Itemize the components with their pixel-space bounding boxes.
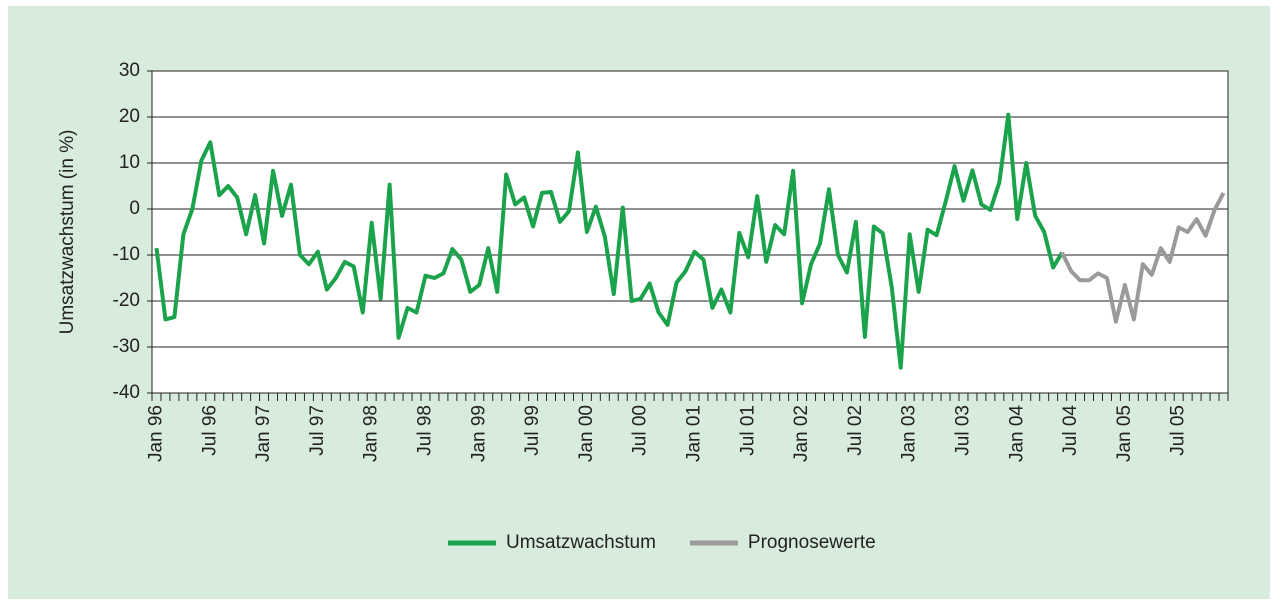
legend-label: Umsatzwachstum xyxy=(506,532,656,553)
x-tick-label: Jul 96 xyxy=(199,405,220,456)
x-tick-label: Jan 05 xyxy=(1114,405,1135,462)
x-tick-label: Jan 04 xyxy=(1006,405,1027,462)
series-line xyxy=(1060,191,1226,324)
x-tick-label: Jan 98 xyxy=(361,405,382,462)
x-tick-label: Jul 01 xyxy=(737,405,758,456)
y-tick-label: -40 xyxy=(113,382,140,403)
x-tick-label: Jul 05 xyxy=(1168,405,1189,456)
y-tick-label: 30 xyxy=(119,60,140,81)
x-tick-label: Jul 97 xyxy=(307,405,328,456)
x-tick-label: Jan 03 xyxy=(899,405,920,462)
y-tick-label: 20 xyxy=(119,106,140,127)
y-tick-label: -10 xyxy=(113,244,140,265)
plot-area xyxy=(152,71,1228,393)
y-tick-label: -30 xyxy=(113,336,140,357)
x-tick-label: Jan 96 xyxy=(145,405,166,462)
x-tick-label: Jul 98 xyxy=(414,405,435,456)
x-tick-label: Jan 01 xyxy=(683,405,704,462)
y-tick-label: 0 xyxy=(129,198,140,219)
x-tick-label: Jul 04 xyxy=(1060,405,1081,456)
x-tick-label: Jan 99 xyxy=(468,405,489,462)
series-line xyxy=(154,112,1064,370)
y-axis-title: Umsatzwachstum (in %) xyxy=(57,130,78,335)
x-tick-label: Jul 99 xyxy=(522,405,543,456)
x-tick-label: Jan 00 xyxy=(576,405,597,462)
x-tick-label: Jul 03 xyxy=(952,405,973,456)
y-tick-label: 10 xyxy=(119,152,140,173)
x-tick-label: Jan 02 xyxy=(791,405,812,462)
x-tick-label: Jul 02 xyxy=(845,405,866,456)
legend-label: Prognosewerte xyxy=(748,532,876,553)
y-tick-label: -20 xyxy=(113,290,140,311)
x-tick-label: Jul 00 xyxy=(630,405,651,456)
x-tick-label: Jan 97 xyxy=(253,405,274,462)
